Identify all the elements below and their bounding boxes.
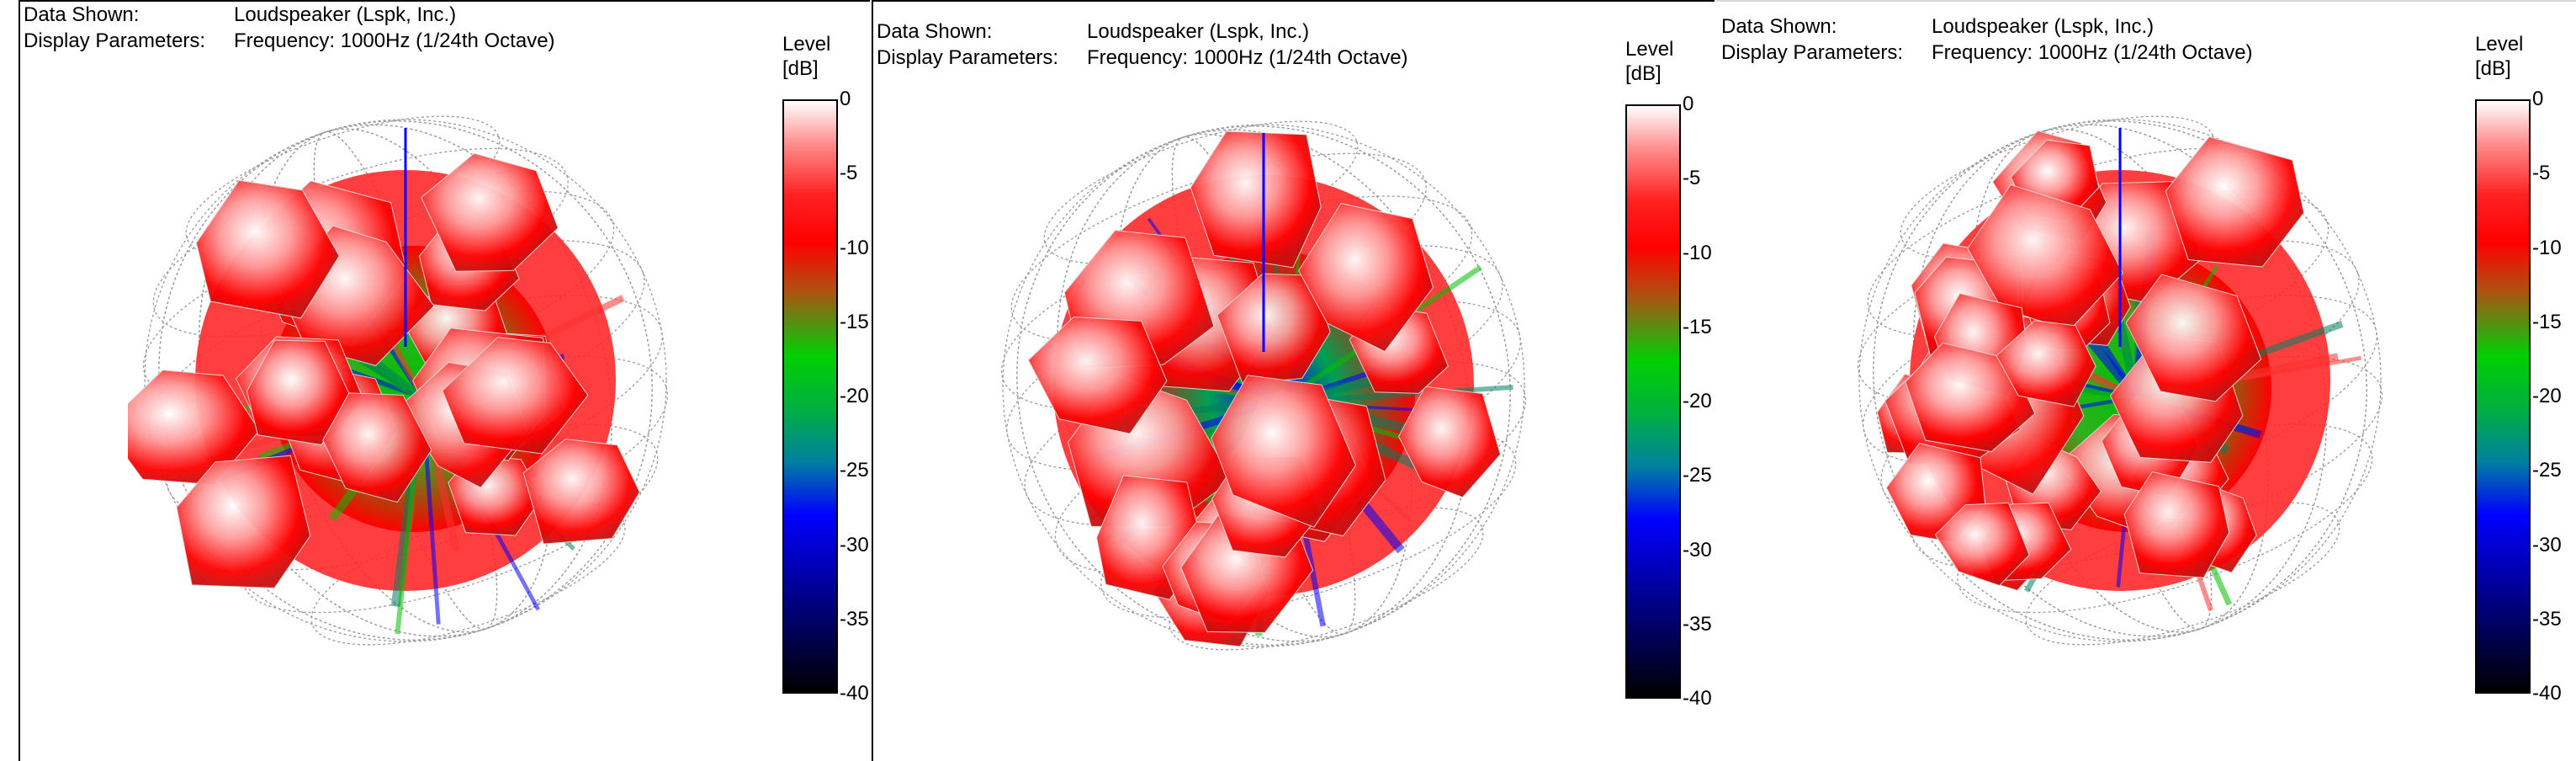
legend-colorbar <box>2475 99 2531 694</box>
directivity-balloon[interactable] <box>986 108 1541 663</box>
legend-tick-label: -5 <box>2532 162 2551 185</box>
balloon-view-panel-1: Data Shown: Loudspeaker (Lspk, Inc.) Disp… <box>19 0 870 761</box>
legend-tick-label: -35 <box>2532 607 2562 631</box>
legend-tick-label: -15 <box>840 310 869 333</box>
legend-title: Level [dB] <box>2475 33 2524 80</box>
legend-tick-label: -15 <box>2532 310 2562 333</box>
balloon-lobes <box>128 152 640 589</box>
data-shown-label: Data Shown: <box>24 3 140 26</box>
data-shown-value: Loudspeaker (Lspk, Inc.) <box>1932 15 2155 38</box>
legend-tick-label: -40 <box>840 682 869 705</box>
level-legend: Level [dB] 0 -5 -10 -15 -20 -25 -30 -35 -40 <box>782 32 870 722</box>
directivity-balloon[interactable] <box>128 103 683 658</box>
panel-header: Data Shown: Loudspeaker (Lspk, Inc.) Disp… <box>24 2 555 54</box>
legend-tick-label: -35 <box>840 607 869 631</box>
legend-colorbar <box>782 99 838 694</box>
legend-tick-label: 0 <box>1683 93 1694 115</box>
legend-title: Level [dB] <box>1625 38 1674 85</box>
display-parameters-value: Frequency: 1000Hz (1/24th Octave) <box>234 29 555 52</box>
data-shown-value: Loudspeaker (Lspk, Inc.) <box>1087 20 1310 43</box>
legend-title: Level [dB] <box>782 33 831 80</box>
display-parameters-value: Frequency: 1000Hz (1/24th Octave) <box>1932 41 2253 64</box>
panel-header: Data Shown: Loudspeaker (Lspk, Inc.) Disp… <box>1721 13 2253 66</box>
balloon-view-panel-3: Data Shown: Loudspeaker (Lspk, Inc.) Disp… <box>1716 0 2576 761</box>
legend-tick-label: -30 <box>1683 538 1712 561</box>
data-shown-label: Data Shown: <box>1721 15 1837 38</box>
balloon-lobes <box>1876 130 2305 591</box>
legend-tick-label: -30 <box>2532 533 2562 556</box>
legend-tick-label: 0 <box>2532 88 2544 110</box>
display-parameters-label: Display Parameters: <box>24 29 206 52</box>
display-parameters-label: Display Parameters: <box>1721 41 1904 64</box>
level-legend: Level [dB] 0 -5 -10 -15 -20 -25 -30 -35 -40 <box>2475 32 2563 722</box>
legend-tick-label: -35 <box>1683 612 1712 636</box>
legend-tick-label: -40 <box>2532 682 2562 705</box>
data-shown-value: Loudspeaker (Lspk, Inc.) <box>234 3 457 26</box>
legend-tick-label: -5 <box>840 162 858 185</box>
display-parameters-label: Display Parameters: <box>877 46 1059 69</box>
legend-colorbar <box>1625 104 1681 699</box>
display-parameters-value: Frequency: 1000Hz (1/24th Octave) <box>1087 46 1408 69</box>
legend-tick-label: 0 <box>840 88 851 110</box>
data-shown-label: Data Shown: <box>877 20 993 43</box>
legend-tick-label: -20 <box>1683 390 1712 412</box>
directivity-balloon[interactable] <box>1842 103 2398 658</box>
legend-tick-label: -10 <box>840 236 869 259</box>
legend-tick-label: -10 <box>2532 236 2562 259</box>
legend-tick-label: -25 <box>1683 464 1712 487</box>
legend-tick-label: -30 <box>840 533 869 556</box>
panel-header: Data Shown: Loudspeaker (Lspk, Inc.) Disp… <box>877 19 1408 71</box>
legend-tick-label: -20 <box>2532 385 2562 407</box>
balloon-view-panel-2: Data Shown: Loudspeaker (Lspk, Inc.) Disp… <box>872 0 1715 761</box>
balloon-lobes <box>1027 130 1502 647</box>
legend-tick-label: -10 <box>1683 241 1712 264</box>
legend-tick-label: -20 <box>840 385 869 407</box>
legend-tick-label: -15 <box>1683 315 1712 338</box>
legend-tick-label: -25 <box>840 459 869 482</box>
level-legend: Level [dB] 0 -5 -10 -15 -20 -25 -30 -35 -40 <box>1625 37 1713 727</box>
legend-tick-label: -5 <box>1683 167 1701 190</box>
legend-tick-label: -25 <box>2532 459 2562 482</box>
legend-tick-label: -40 <box>1683 687 1712 710</box>
